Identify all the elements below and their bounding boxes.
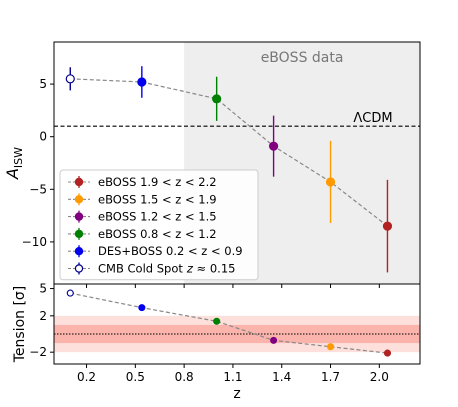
data-point-5 bbox=[65, 74, 75, 84]
tension-point-4 bbox=[326, 343, 335, 351]
legend-marker-3 bbox=[74, 229, 84, 239]
trend-line bbox=[70, 78, 388, 227]
bottom-xtick-label-5: 1.7 bbox=[321, 370, 340, 384]
tension-point-3 bbox=[270, 336, 278, 344]
legend-label-rest-5: ≈ 0.15 bbox=[193, 262, 236, 276]
legend-label-4: DES+BOSS 0.2 < z < 0.9 bbox=[98, 244, 243, 258]
bottom-xtick-label-2: 0.8 bbox=[175, 370, 194, 384]
legend-label-z-5: z bbox=[186, 262, 194, 276]
bottom-xtick-label-0: 0.2 bbox=[77, 370, 96, 384]
bottom-xtick-label-1: 0.5 bbox=[126, 370, 145, 384]
bottom-ytick-label-0: 5 bbox=[39, 282, 47, 296]
top-ylabel-sub: ISW bbox=[12, 147, 25, 168]
bottom-xtick-label-3: 1.1 bbox=[223, 370, 242, 384]
legend-box bbox=[59, 169, 259, 281]
top-ylabel: AISW bbox=[3, 147, 25, 180]
legend-label-5: CMB Cold Spot z ≈ 0.15 bbox=[98, 262, 235, 276]
bottom-xlabel: z bbox=[233, 386, 240, 402]
tension-point-5 bbox=[383, 349, 392, 357]
bottom-xtick-label-4: 1.4 bbox=[272, 370, 291, 384]
lcdm-label: ΛCDM bbox=[353, 111, 392, 126]
legend-marker-4 bbox=[74, 246, 84, 256]
top-ytick-label-2: −5 bbox=[29, 182, 47, 196]
bottom-panel: 5 2 −2 0.2 0.5 0.8 1.1 1.4 1.7 2.0 z Tension [σ] bbox=[12, 282, 421, 402]
top-ytick-label-3: −10 bbox=[22, 235, 47, 249]
top-ytick-label-1: 0 bbox=[39, 130, 47, 144]
top-panel: eBOSS data ΛCDM 5 0 −5 −10 AISW eBOSS 1.9 < z <… bbox=[3, 41, 421, 288]
legend: eBOSS 1.9 < z < 2.2 eBOSS 1.5 < z < 1.9 eB… bbox=[59, 169, 259, 281]
tension-point-1 bbox=[138, 304, 146, 312]
legend-marker-1 bbox=[74, 195, 84, 204]
tension-point-0 bbox=[66, 289, 74, 297]
bottom-ytick-label-1: 2 bbox=[39, 309, 47, 323]
data-point-0 bbox=[382, 221, 393, 231]
legend-label-3: eBOSS 0.8 < z < 1.2 bbox=[98, 227, 217, 241]
data-point-4 bbox=[137, 77, 147, 87]
legend-marker-2 bbox=[74, 212, 84, 221]
legend-label-main-5: CMB Cold Spot bbox=[98, 262, 183, 276]
data-point-1 bbox=[325, 177, 336, 187]
bottom-frame bbox=[53, 283, 421, 365]
bottom-ytick-label-2: −2 bbox=[29, 345, 47, 359]
legend-label-0: eBOSS 1.9 < z < 2.2 bbox=[98, 175, 217, 189]
legend-label-2: eBOSS 1.2 < z < 1.5 bbox=[98, 210, 217, 224]
data-point-2 bbox=[269, 141, 279, 151]
shaded-region-label: eBOSS data bbox=[261, 50, 344, 66]
bottom-xtick-label-6: 2.0 bbox=[370, 370, 389, 384]
bottom-ylabel: Tension [σ] bbox=[12, 286, 28, 364]
legend-marker-5 bbox=[74, 264, 84, 273]
top-ylabel-main: A bbox=[3, 168, 22, 180]
top-ytick-label-0: 5 bbox=[39, 77, 47, 91]
legend-label-1: eBOSS 1.5 < z < 1.9 bbox=[98, 192, 217, 206]
data-point-3 bbox=[212, 94, 222, 104]
tension-trend-line bbox=[70, 292, 388, 354]
legend-marker-0 bbox=[74, 177, 84, 187]
tension-point-2 bbox=[213, 317, 221, 325]
